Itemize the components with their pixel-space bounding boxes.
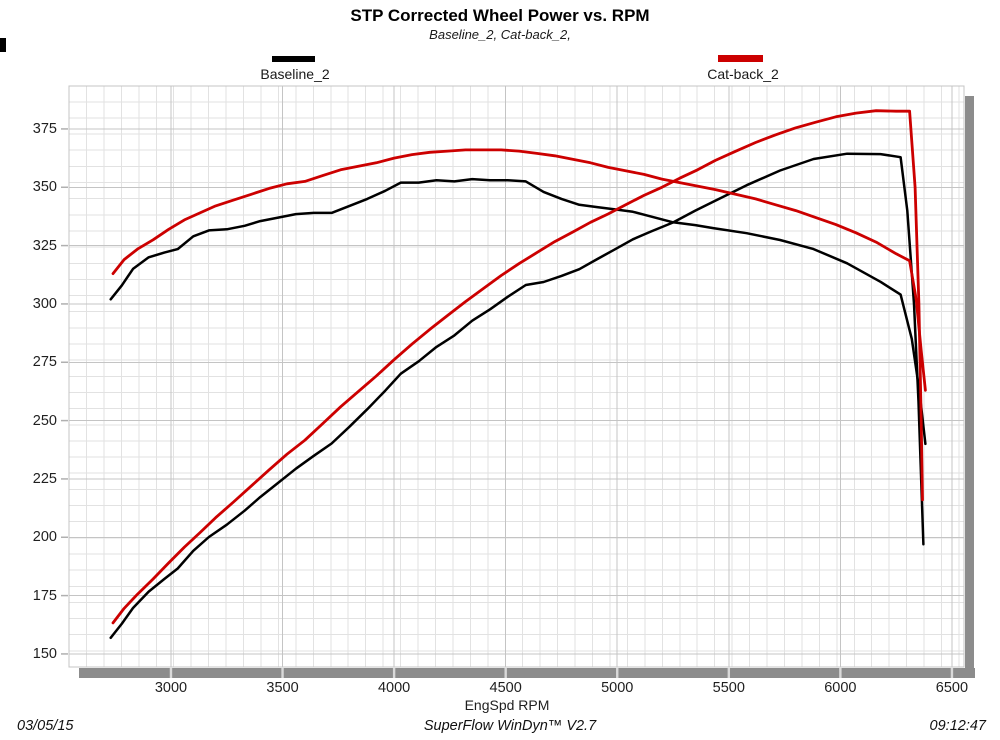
y-tick-label: 375: [32, 120, 57, 137]
x-tick-mark: [281, 668, 284, 678]
x-tick-label: 3500: [266, 680, 299, 696]
x-tick-label: 4000: [377, 680, 411, 696]
y-tick-label: 325: [32, 237, 57, 254]
plot-border: [68, 85, 965, 668]
x-tick-mark: [950, 668, 954, 678]
x-tick-label: 3000: [154, 680, 188, 696]
footer-date: 03/05/15: [17, 718, 74, 734]
legend-label-baseline: Baseline_2: [260, 66, 330, 82]
x-axis-label: EngSpd RPM: [464, 697, 550, 713]
footer-app-name: SuperFlow WinDyn™ V2.7: [423, 718, 597, 734]
curve-baseline-2-wheel-power: [109, 152, 925, 640]
x-tick-mark: [727, 668, 731, 678]
x-tick-mark: [169, 668, 173, 678]
x-tick-label: 4500: [489, 680, 522, 696]
x-tick-label: 5000: [601, 680, 634, 696]
y-tick-label: 225: [32, 470, 57, 487]
y-tick-label: 300: [32, 295, 57, 312]
y-tick-label: 275: [32, 354, 57, 371]
y-tick-label: 250: [32, 412, 57, 429]
legend-label-catback: Cat-back_2: [707, 66, 779, 82]
y-tick-label: 350: [32, 179, 57, 196]
x-tick-label: 6000: [824, 680, 857, 696]
x-tick-mark: [839, 668, 842, 678]
legend-swatch-catback: [718, 55, 763, 62]
x-tick-label: 5500: [712, 680, 745, 696]
screen-edge-artifact: [0, 38, 6, 52]
plot-shadow-right: [965, 96, 974, 678]
plot-shadow-bottom: [79, 668, 975, 678]
footer-time: 09:12:47: [929, 718, 986, 734]
curve-cat-back-2-wheel-torque: [111, 148, 927, 392]
x-tick-mark: [616, 668, 619, 678]
x-tick-mark: [504, 668, 507, 678]
chart-title: STP Corrected Wheel Power vs. RPM: [350, 6, 650, 25]
chart-subtitle: Baseline_2, Cat-back_2,: [429, 27, 571, 42]
y-tick-label: 200: [32, 529, 57, 546]
x-tick-mark: [392, 668, 396, 678]
y-tick-label: 150: [32, 645, 57, 662]
curve-cat-back-2-wheel-power: [111, 109, 924, 625]
y-tick-label: 175: [32, 587, 57, 604]
legend-swatch-baseline: [272, 56, 315, 62]
curve-baseline-2-wheel-torque: [109, 177, 927, 446]
x-tick-label: 6500: [935, 680, 969, 696]
